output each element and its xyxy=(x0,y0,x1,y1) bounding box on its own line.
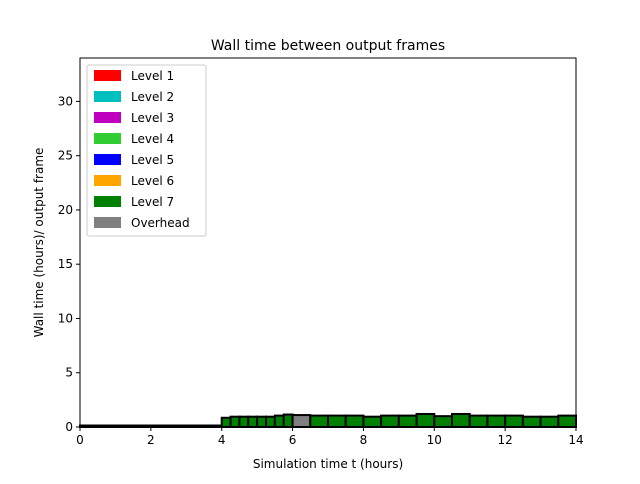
bar-level7 xyxy=(327,414,347,428)
x-tick-label: 10 xyxy=(427,433,442,447)
legend-label-level-4: Level 4 xyxy=(131,132,174,146)
bar-level7 xyxy=(229,415,241,428)
bar-level7 xyxy=(265,415,276,428)
bar-level7 xyxy=(468,414,489,428)
legend-frame xyxy=(86,64,207,237)
x-tick-label: 14 xyxy=(568,433,583,447)
legend-swatch-level-2 xyxy=(94,91,121,102)
legend-label-level-5: Level 5 xyxy=(131,153,174,167)
y-tick-label: 20 xyxy=(58,203,73,217)
y-tick-label: 25 xyxy=(58,149,73,163)
axes-layer xyxy=(79,57,577,428)
bar-level7 xyxy=(256,415,267,428)
bar-level7 xyxy=(433,415,453,429)
legend-label-level-2: Level 2 xyxy=(131,90,174,104)
bar-overhead xyxy=(291,414,312,429)
legend-label-level-3: Level 3 xyxy=(131,111,174,125)
y-tick-label: 5 xyxy=(65,366,73,380)
bar-level7 xyxy=(521,415,542,428)
legend: Level 1 Level 2 Level 3 Level 4 Level 5 Level… xyxy=(86,64,207,237)
bar-level7 xyxy=(220,416,232,428)
y-tick-label: 10 xyxy=(58,311,73,325)
x-tick-label: 0 xyxy=(76,433,84,447)
plot-frame xyxy=(79,57,577,428)
bars-layer xyxy=(79,412,577,429)
x-tick-label: 8 xyxy=(360,433,368,447)
legend-swatch-level-4 xyxy=(94,133,121,144)
bar-level7 xyxy=(557,414,577,428)
bar-level7 xyxy=(415,412,436,428)
bar-level7 xyxy=(380,414,400,428)
legend-swatch-overhead xyxy=(94,217,121,228)
x-tick-label: 6 xyxy=(289,433,297,447)
chart-title: Wall time between output frames xyxy=(211,38,445,54)
legend-label-level-6: Level 6 xyxy=(131,174,174,188)
legend-label-overhead: Overhead xyxy=(131,216,190,230)
y-tick-label: 0 xyxy=(65,420,73,434)
ticks-layer: 0 2 4 6 8 10 12 14 0 5 10 15 20 25 30 xyxy=(58,94,584,447)
legend-swatch-level-1 xyxy=(94,70,121,81)
y-axis-label: Wall time (hours)/ output frame xyxy=(32,148,46,338)
bar-level7 xyxy=(539,415,560,428)
bar-level7 xyxy=(344,414,365,428)
bar-level7 xyxy=(397,414,418,428)
bar-level7 xyxy=(362,415,383,428)
y-tick-label: 15 xyxy=(58,257,73,271)
legend-label-level-1: Level 1 xyxy=(131,69,174,83)
bar-level7 xyxy=(451,412,471,428)
bar-level7 xyxy=(238,415,250,428)
bar-level7 xyxy=(309,414,329,428)
x-tick-label: 12 xyxy=(498,433,513,447)
x-axis-label: Simulation time t (hours) xyxy=(253,457,403,471)
bar-level7 xyxy=(247,415,259,428)
x-tick-label: 2 xyxy=(147,433,155,447)
x-tick-label: 4 xyxy=(218,433,226,447)
bar-level7 xyxy=(486,414,507,428)
bar-level7 xyxy=(273,414,285,428)
legend-swatch-level-6 xyxy=(94,175,121,186)
y-tick-label: 30 xyxy=(58,94,73,108)
legend-swatch-level-7 xyxy=(94,196,121,207)
legend-swatch-level-5 xyxy=(94,154,121,165)
legend-swatch-level-3 xyxy=(94,112,121,123)
bar-level7 xyxy=(504,414,524,428)
legend-label-level-7: Level 7 xyxy=(131,195,174,209)
bar-level7 xyxy=(282,413,294,428)
